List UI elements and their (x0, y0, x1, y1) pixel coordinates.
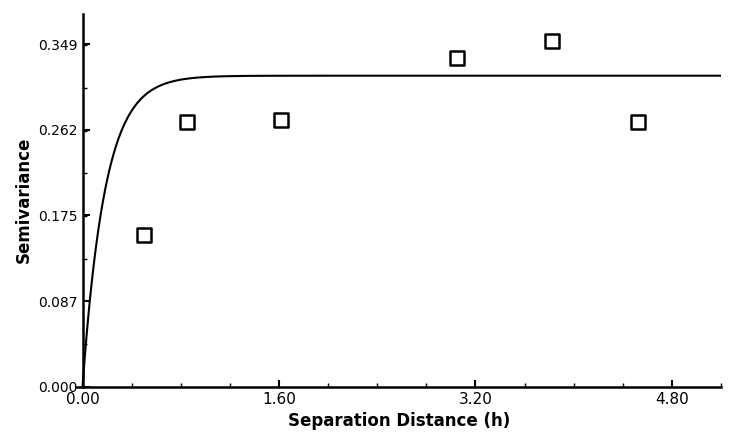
Point (546, 38, 558, 45)
Point (451, 55, 463, 62)
Point (276, 116, 287, 123)
Point (138, 231, 150, 238)
Point (181, 118, 193, 125)
Point (631, 118, 643, 125)
X-axis label: Separation Distance (h): Separation Distance (h) (287, 412, 510, 430)
Y-axis label: Semivariance: Semivariance (15, 137, 32, 263)
